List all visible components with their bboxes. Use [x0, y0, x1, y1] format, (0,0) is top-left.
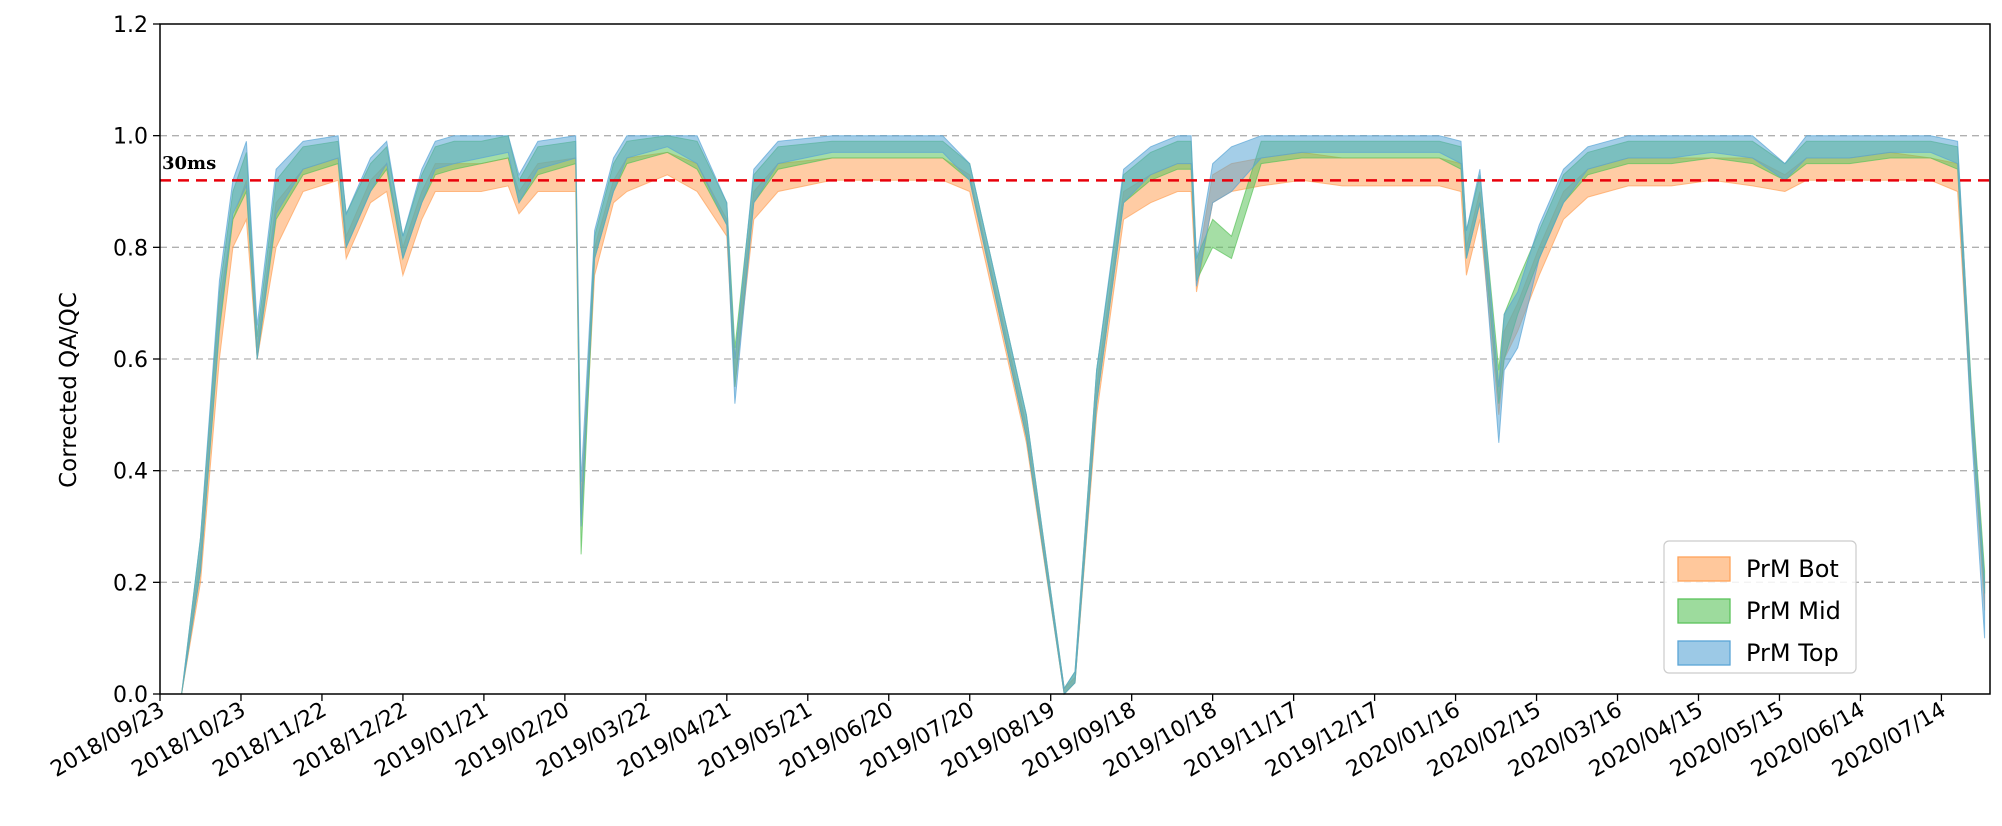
legend-swatch-prm-top: [1677, 640, 1731, 666]
legend: PrM Bot PrM Mid PrM Top: [1663, 540, 1857, 674]
y-tick-label: 0.6: [113, 348, 148, 373]
reference-layer: 30ms: [160, 153, 1990, 182]
grid-layer: [160, 135, 1990, 583]
legend-swatch-prm-mid: [1677, 598, 1731, 624]
series-band-prm-top: [168, 135, 1986, 696]
legend-label-prm-mid: PrM Mid: [1746, 597, 1841, 625]
legend-label-prm-bot: PrM Bot: [1746, 555, 1839, 583]
y-axis-title: Corrected QA/QC: [56, 292, 82, 488]
y-tick-label: 0.2: [113, 571, 148, 596]
y-tick-label: 1.2: [113, 13, 148, 38]
y-tick-label: 0.0: [113, 683, 148, 708]
y-tick-label: 0.4: [113, 460, 148, 485]
y-tick-label: 1.0: [113, 125, 148, 150]
series-layer: [168, 135, 1986, 696]
y-tick-label: 0.8: [113, 236, 148, 261]
legend-swatch-prm-bot: [1677, 556, 1731, 582]
reference-line-label: 30ms: [162, 153, 216, 174]
legend-label-prm-top: PrM Top: [1746, 639, 1839, 667]
